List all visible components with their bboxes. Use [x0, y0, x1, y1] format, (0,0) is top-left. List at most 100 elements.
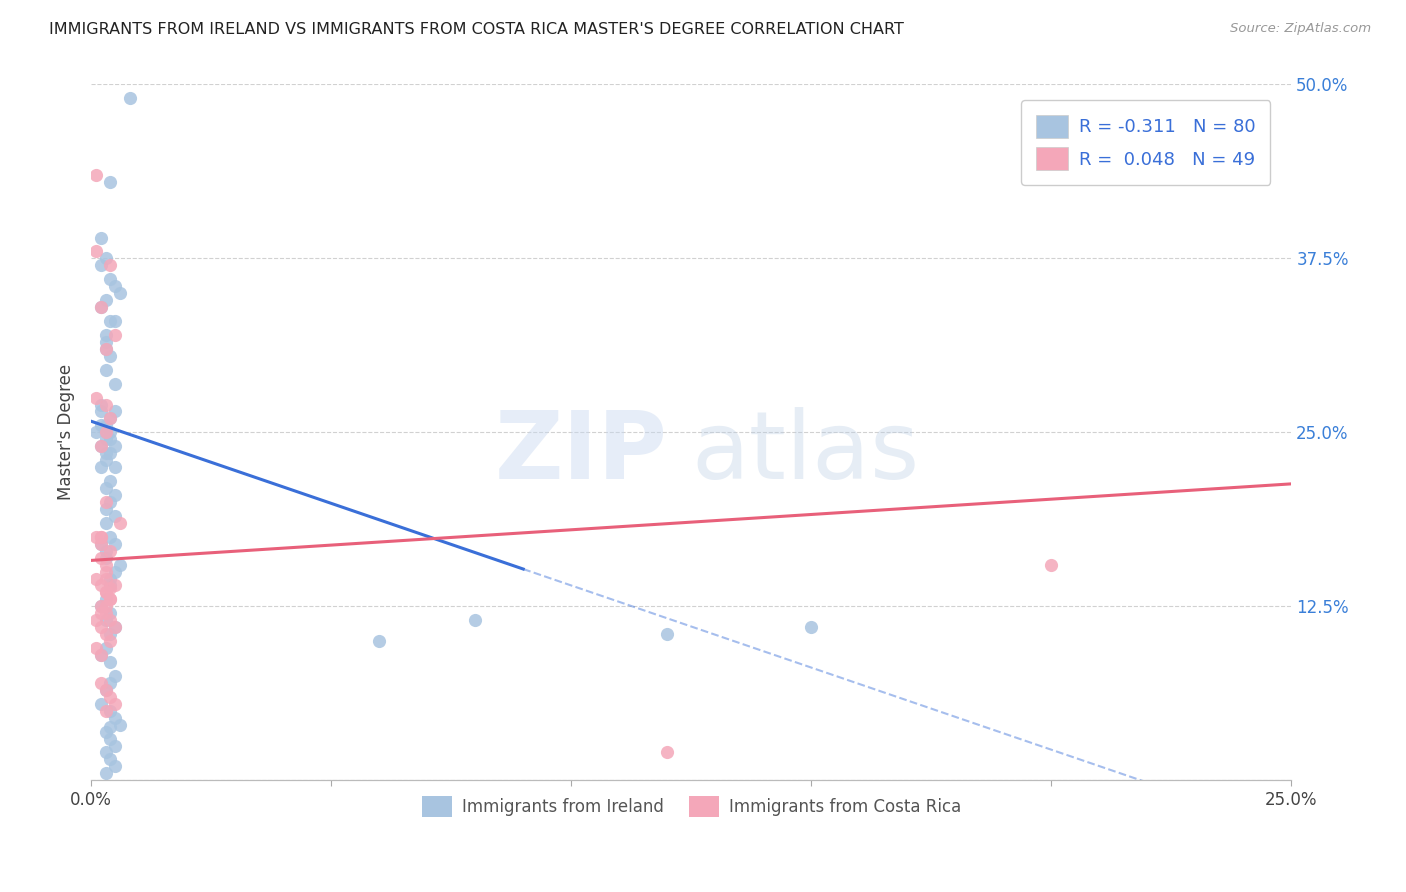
Point	[90, 404, 112, 418]
Point	[94, 433, 117, 447]
Point	[98, 425, 121, 440]
Text: atlas: atlas	[692, 408, 920, 500]
Point	[368, 634, 391, 648]
Point	[98, 592, 121, 607]
Point	[104, 578, 127, 592]
Point	[94, 453, 117, 467]
Point	[98, 720, 121, 734]
Point	[94, 682, 117, 697]
Point	[104, 404, 127, 418]
Point	[94, 607, 117, 621]
Point	[94, 543, 117, 558]
Point	[98, 543, 121, 558]
Point	[94, 516, 117, 530]
Point	[98, 627, 121, 641]
Point	[108, 286, 131, 301]
Y-axis label: Master's Degree: Master's Degree	[58, 364, 75, 500]
Point	[108, 516, 131, 530]
Point	[94, 592, 117, 607]
Point	[104, 488, 127, 502]
Text: IMMIGRANTS FROM IRELAND VS IMMIGRANTS FROM COSTA RICA MASTER'S DEGREE CORRELATIO: IMMIGRANTS FROM IRELAND VS IMMIGRANTS FR…	[49, 22, 904, 37]
Point	[104, 279, 127, 293]
Point	[104, 314, 127, 328]
Point	[94, 328, 117, 343]
Point	[94, 363, 117, 377]
Point	[98, 676, 121, 690]
Point	[94, 585, 117, 599]
Point	[90, 620, 112, 634]
Point	[464, 613, 486, 627]
Point	[94, 766, 117, 780]
Point	[94, 682, 117, 697]
Point	[94, 502, 117, 516]
Point	[104, 759, 127, 773]
Point	[94, 746, 117, 760]
Point	[90, 300, 112, 314]
Point	[84, 530, 107, 544]
Point	[104, 620, 127, 634]
Point	[98, 578, 121, 592]
Point	[98, 349, 121, 363]
Point	[98, 411, 121, 425]
Point	[104, 460, 127, 475]
Point	[1040, 558, 1063, 572]
Point	[104, 376, 127, 391]
Point	[98, 175, 121, 189]
Point	[94, 585, 117, 599]
Point	[108, 717, 131, 731]
Point	[98, 704, 121, 718]
Point	[657, 627, 679, 641]
Point	[94, 293, 117, 307]
Point	[90, 530, 112, 544]
Point	[104, 739, 127, 753]
Point	[94, 704, 117, 718]
Point	[98, 446, 121, 460]
Point	[84, 244, 107, 259]
Point	[94, 550, 117, 565]
Point	[657, 746, 679, 760]
Point	[94, 572, 117, 586]
Point	[94, 334, 117, 349]
Point	[98, 634, 121, 648]
Point	[118, 91, 141, 105]
Point	[98, 592, 121, 607]
Point	[94, 627, 117, 641]
Point	[98, 495, 121, 509]
Point	[90, 439, 112, 453]
Legend: Immigrants from Ireland, Immigrants from Costa Rica: Immigrants from Ireland, Immigrants from…	[415, 789, 967, 824]
Point	[98, 731, 121, 746]
Point	[104, 537, 127, 551]
Point	[800, 620, 823, 634]
Point	[90, 537, 112, 551]
Point	[108, 558, 131, 572]
Point	[94, 641, 117, 656]
Point	[84, 613, 107, 627]
Point	[94, 418, 117, 433]
Point	[104, 711, 127, 725]
Point	[98, 752, 121, 766]
Point	[90, 530, 112, 544]
Point	[98, 655, 121, 669]
Point	[84, 572, 107, 586]
Point	[84, 425, 107, 440]
Point	[104, 439, 127, 453]
Text: Source: ZipAtlas.com: Source: ZipAtlas.com	[1230, 22, 1371, 36]
Point	[90, 550, 112, 565]
Point	[90, 300, 112, 314]
Point	[104, 328, 127, 343]
Point	[98, 690, 121, 704]
Point	[104, 620, 127, 634]
Point	[94, 398, 117, 412]
Point	[94, 599, 117, 614]
Point	[98, 474, 121, 488]
Point	[94, 613, 117, 627]
Point	[98, 258, 121, 272]
Point	[94, 425, 117, 440]
Point	[94, 481, 117, 495]
Point	[94, 425, 117, 440]
Point	[90, 258, 112, 272]
Point	[94, 565, 117, 579]
Point	[90, 439, 112, 453]
Point	[98, 613, 121, 627]
Point	[90, 648, 112, 662]
